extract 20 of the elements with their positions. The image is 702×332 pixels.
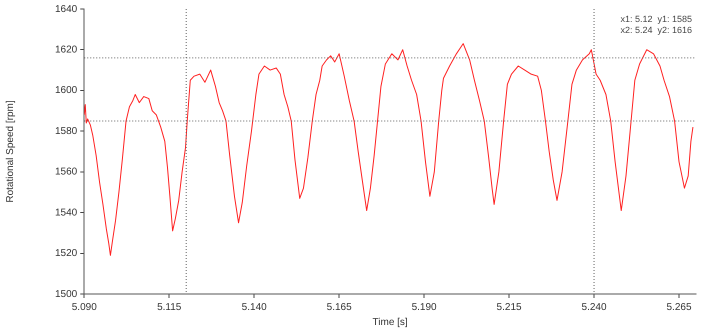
annotation: x2: 5.24 y2: 1616 (620, 24, 692, 35)
annotation: x1: 5.12 y1: 1585 (620, 14, 692, 24)
x-tick-label: 5.215 (496, 302, 522, 313)
x-axis-title: Time [s] (372, 316, 408, 328)
y-tick-label: 1620 (54, 44, 78, 56)
x-tick-label: 5.165 (326, 302, 352, 313)
x-tick-label: 5.190 (412, 302, 438, 313)
y-tick-label: 1600 (54, 85, 78, 96)
x-tick-label: 5.090 (72, 302, 98, 313)
y-tick-label: 1640 (54, 4, 78, 15)
y-tick-label: 1500 (54, 288, 78, 300)
y-tick-label: 1560 (54, 166, 78, 178)
x-tick-label: 5.115 (157, 302, 182, 313)
y-axis-title: Rotational Speed [rpm] (4, 100, 16, 203)
x-tick-label: 5.140 (242, 302, 268, 313)
x-tick-label: 5.240 (582, 302, 607, 313)
y-tick-label: 1580 (54, 126, 78, 137)
y-tick-label: 1520 (54, 248, 78, 260)
y-tick-label: 1540 (54, 207, 78, 218)
x-tick-label: 5.265 (666, 302, 692, 313)
